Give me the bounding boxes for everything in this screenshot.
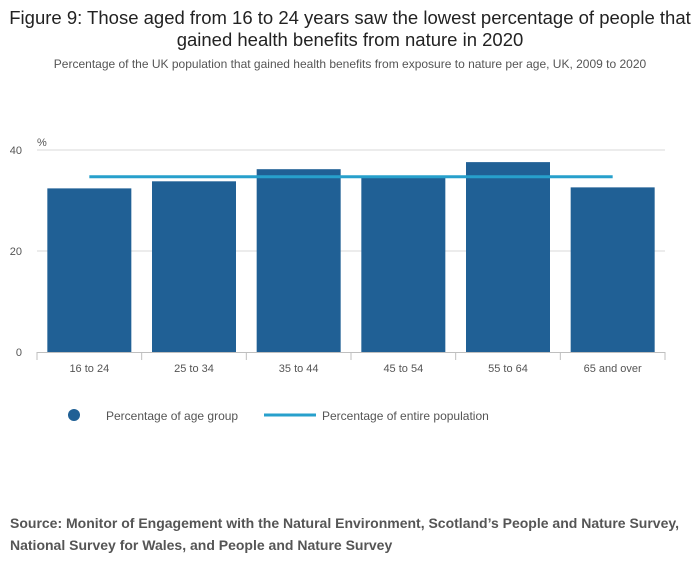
bars bbox=[47, 162, 655, 352]
legend-bar-label: Percentage of age group bbox=[106, 409, 238, 423]
bar bbox=[47, 188, 132, 352]
chart-area: 0 20 40 16 to 24 25 to 34 35 to 44 45 to 54 55 … bbox=[10, 137, 666, 423]
x-tick-label: 25 to 34 bbox=[174, 363, 214, 375]
chart-subtitle: Percentage of the UK population that gai… bbox=[53, 57, 647, 71]
y-tick-label: 40 bbox=[10, 145, 22, 157]
bar bbox=[570, 187, 655, 352]
axes: 0 20 40 16 to 24 25 to 34 35 to 44 45 to 54 55 … bbox=[10, 145, 666, 375]
y-tick-label: 20 bbox=[10, 246, 22, 258]
gridlines bbox=[37, 149, 665, 252]
x-tick-label: 16 to 24 bbox=[69, 363, 109, 375]
legend: Percentage of age group Percentage of en… bbox=[68, 409, 489, 423]
y-axis-label: % bbox=[37, 137, 47, 149]
x-tick-label: 55 to 64 bbox=[488, 363, 528, 375]
bar bbox=[466, 162, 550, 352]
legend-line-label: Percentage of entire population bbox=[322, 409, 489, 423]
bar bbox=[256, 169, 341, 352]
chart-title: Figure 9: Those aged from 16 to 24 years… bbox=[9, 7, 691, 50]
legend-bar-marker bbox=[68, 409, 80, 421]
source-note: Source: Monitor of Engagement with the N… bbox=[10, 515, 679, 553]
x-tick-label: 35 to 44 bbox=[279, 363, 319, 375]
x-tick-label: 45 to 54 bbox=[383, 363, 423, 375]
y-tick-label: 0 bbox=[16, 347, 22, 359]
bar bbox=[361, 175, 446, 352]
bar bbox=[152, 181, 236, 352]
x-tick-label: 65 and over bbox=[584, 363, 642, 375]
